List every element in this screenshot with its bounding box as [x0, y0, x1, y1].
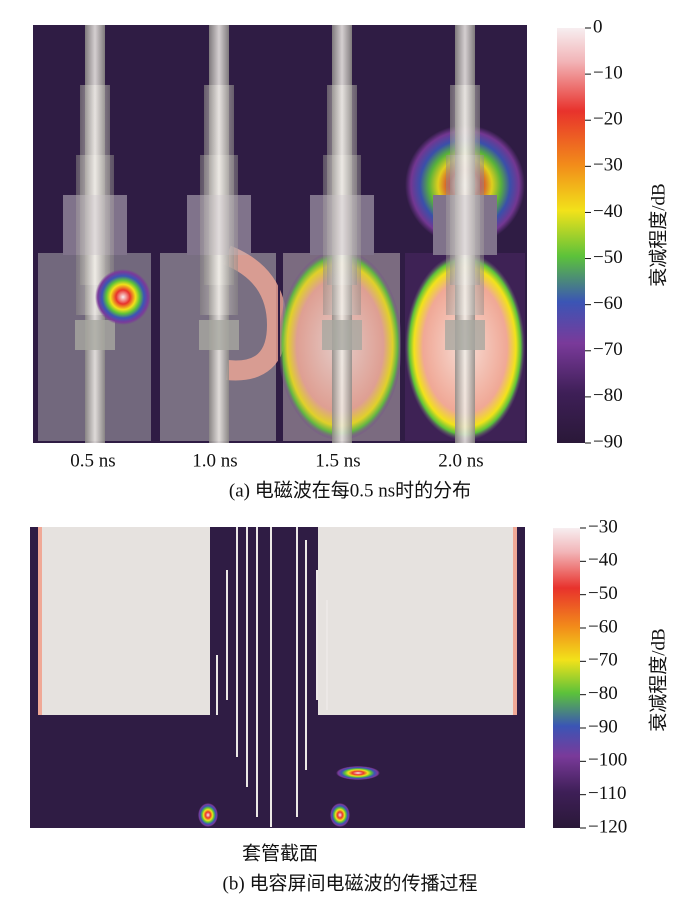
colorbar-tick-label: −40 — [588, 550, 618, 571]
frame-label: 2.0 ns — [438, 450, 483, 471]
caption-b: (b) 电容屏间电磁波的传播过程 — [223, 872, 478, 894]
colorbar-tick-label: −30 — [593, 155, 623, 176]
colorbar-tick-label: −80 — [588, 683, 618, 704]
image-label: 套管截面 — [242, 842, 318, 864]
frame-label: 0.5 ns — [70, 450, 115, 471]
colorbar-b-label: 衰减程度/dB — [647, 628, 669, 731]
colorbar-b — [553, 528, 580, 828]
colorbar-tick-label: −20 — [593, 109, 623, 130]
colorbar-tick-label: −60 — [593, 293, 623, 314]
colorbar-tick-label: −100 — [588, 750, 627, 771]
colorbar-tick-label: −50 — [593, 247, 623, 268]
colorbar-tick-label: −70 — [588, 650, 618, 671]
colorbar-tick-label: −50 — [588, 583, 618, 604]
colorbar-tick-label: −80 — [593, 385, 623, 406]
colorbar-tick-label: −30 — [588, 516, 618, 537]
panel-a-image — [33, 25, 527, 443]
colorbar-tick-label: −40 — [593, 201, 623, 222]
panel-b-image — [30, 527, 525, 828]
frame-label: 1.5 ns — [315, 450, 360, 471]
colorbar-tick-label: −10 — [593, 62, 623, 83]
colorbar-tick-label: −90 — [588, 716, 618, 737]
colorbar-tick-label: −110 — [588, 783, 627, 804]
colorbar-a-label: 衰减程度/dB — [647, 183, 669, 286]
colorbar-tick-label: 0 — [593, 16, 603, 37]
caption-a: (a) 电磁波在每0.5 ns时的分布 — [229, 479, 471, 501]
colorbar-tick-label: −120 — [588, 816, 627, 837]
colorbar-a — [557, 28, 585, 443]
frame-label: 1.0 ns — [192, 450, 237, 471]
colorbar-tick-label: −90 — [593, 431, 623, 452]
colorbar-tick-label: −60 — [588, 616, 618, 637]
colorbar-tick-label: −70 — [593, 339, 623, 360]
